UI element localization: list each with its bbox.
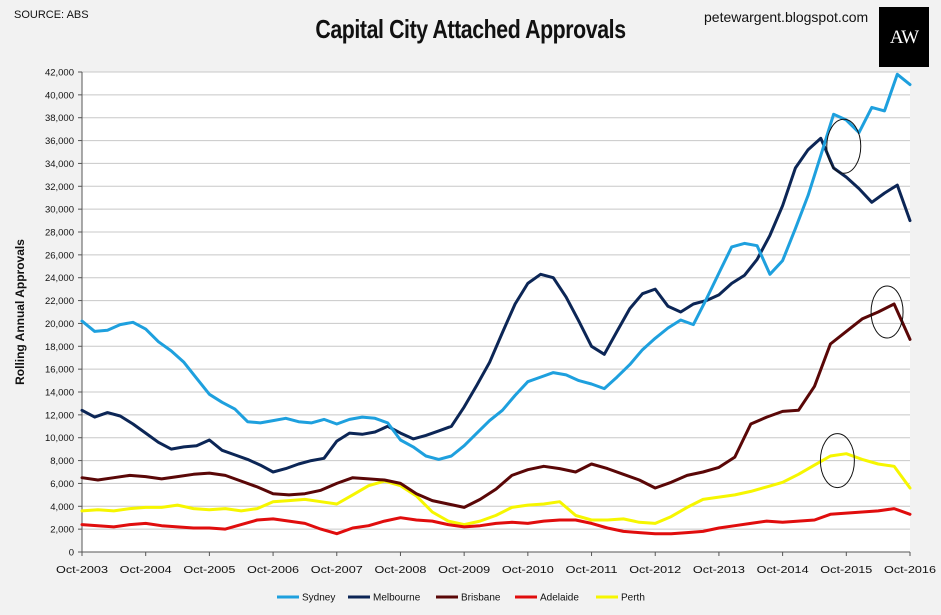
x-tick-label: Oct-2012 [629, 565, 682, 576]
y-tick-label: 24,000 [45, 273, 74, 284]
legend-label-adelaide: Adelaide [540, 593, 579, 604]
annotation-circle [870, 285, 904, 339]
series-line-sydney [80, 72, 912, 461]
y-tick-label: 18,000 [45, 342, 74, 353]
legend-label-sydney: Sydney [302, 593, 335, 604]
y-tick-label: 42,000 [45, 68, 74, 79]
x-tick-label: Oct-2003 [56, 565, 109, 576]
y-tick-label: 0 [69, 548, 74, 559]
y-tick-label: 12,000 [45, 410, 74, 421]
y-tick-label: 32,000 [45, 182, 74, 193]
x-tick-label: Oct-2014 [757, 565, 810, 576]
y-tick-label: 14,000 [45, 388, 74, 399]
x-tick-label: Oct-2008 [374, 565, 427, 576]
x-tick-label: Oct-2007 [311, 565, 364, 576]
y-tick-label: 36,000 [45, 136, 74, 147]
y-tick-label: 2,000 [50, 525, 74, 536]
x-tick-label: Oct-2004 [120, 565, 173, 576]
y-tick-label: 40,000 [45, 90, 74, 101]
y-tick-label: 10,000 [45, 433, 74, 444]
chart-title: Capital City Attached Approvals [315, 14, 626, 44]
x-tick-label: Oct-2016 [884, 565, 937, 576]
series-line-brisbane [80, 302, 912, 509]
x-tick-label: Oct-2015 [820, 565, 873, 576]
aw-logo: AW [879, 7, 929, 67]
y-tick-label: 8,000 [50, 456, 74, 467]
y-tick-label: 4,000 [50, 502, 74, 513]
x-tick-label: Oct-2013 [693, 565, 746, 576]
aw-logo-text: AW [889, 27, 919, 48]
x-tick-label: Oct-2011 [566, 565, 619, 576]
annotation-circle [819, 433, 855, 489]
series-line-perth [80, 452, 912, 527]
y-tick-label: 20,000 [45, 319, 74, 330]
y-tick-label: 6,000 [50, 479, 74, 490]
y-tick-label: 26,000 [45, 250, 74, 261]
y-tick-label: 30,000 [45, 205, 74, 216]
y-tick-label: 22,000 [45, 296, 74, 307]
annotation-circle [826, 118, 862, 174]
plot-area [82, 72, 910, 552]
blog-url: petewargent.blogspot.com [704, 9, 869, 25]
series-line-melbourne [80, 136, 912, 474]
x-tick-label: Oct-2005 [183, 565, 236, 576]
legend-label-perth: Perth [621, 593, 645, 604]
x-tick-label: Oct-2010 [502, 565, 555, 576]
y-tick-label: 34,000 [45, 159, 74, 170]
x-tick-label: Oct-2009 [438, 565, 491, 576]
legend-label-brisbane: Brisbane [461, 593, 501, 604]
x-tick-label: Oct-2006 [247, 565, 300, 576]
legend-label-melbourne: Melbourne [373, 593, 421, 604]
y-axis-title: Rolling Annual Approvals [13, 239, 27, 385]
source-label: SOURCE: ABS [14, 9, 89, 21]
y-tick-label: 16,000 [45, 365, 74, 376]
y-tick-label: 28,000 [45, 228, 74, 239]
y-tick-label: 38,000 [45, 113, 74, 124]
series-line-adelaide [80, 507, 912, 536]
